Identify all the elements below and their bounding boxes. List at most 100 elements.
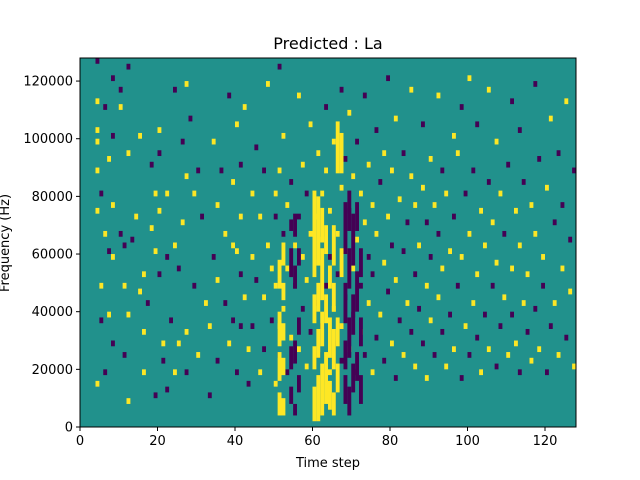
heatmap-cell-low — [421, 340, 425, 347]
heatmap-cell-high — [525, 271, 530, 278]
heatmap-cell-low — [300, 305, 305, 312]
heatmap-cell-low — [254, 277, 259, 283]
heatmap-cell-high — [304, 363, 309, 370]
heatmap-cell-low — [405, 219, 410, 226]
heatmap-cell-low — [475, 334, 480, 341]
heatmap-cell-high — [386, 213, 390, 220]
heatmap-cell-high — [378, 311, 383, 318]
heatmap-cell-high — [285, 265, 290, 272]
heatmap-cell-low — [498, 323, 503, 329]
heatmap-cell-high — [568, 288, 573, 295]
heatmap-cell-high — [281, 398, 286, 416]
heatmap-cell-high — [432, 202, 437, 208]
heatmap-cell-high — [180, 219, 185, 226]
heatmap-cell-high — [107, 156, 111, 162]
heatmap-cell-high — [351, 173, 356, 180]
heatmap-cell-high — [471, 300, 476, 306]
heatmap-cell-high — [126, 150, 131, 157]
heatmap-cell-high — [335, 230, 340, 237]
heatmap-cell-high — [428, 156, 433, 162]
heatmap-cell-high — [277, 352, 282, 381]
heatmap-cell-high — [111, 254, 115, 260]
heatmap-cell-low — [289, 219, 294, 231]
heatmap-cell-high — [165, 190, 170, 197]
heatmap-cell-high — [351, 265, 356, 272]
plot-frame — [79, 57, 577, 428]
heatmap-cell-high — [331, 225, 336, 266]
heatmap-cell-high — [142, 328, 146, 335]
heatmap-cell-high — [424, 282, 429, 289]
heatmap-cell-high — [316, 196, 321, 266]
heatmap-cell-high — [118, 104, 123, 110]
heatmap-cell-high — [335, 317, 340, 347]
heatmap-cell-high — [328, 317, 332, 358]
heatmap-cell-high — [316, 328, 321, 358]
heatmap-cell-high — [556, 352, 561, 358]
heatmap-cell-high — [424, 375, 429, 381]
heatmap-cell-low — [455, 282, 460, 289]
heatmap-cell-low — [238, 161, 243, 168]
heatmap-cell-high — [382, 259, 387, 266]
heatmap-cell-low — [401, 150, 406, 157]
heatmap-cell-high — [297, 346, 301, 353]
heatmap-cell-low — [339, 86, 344, 93]
heatmap-cell-high — [95, 380, 100, 387]
heatmap-cell-low — [111, 340, 115, 347]
heatmap-cell-low — [297, 317, 301, 335]
heatmap-cell-high — [293, 242, 297, 249]
heatmap-cell-high — [95, 98, 100, 105]
heatmap-cell-high — [173, 242, 177, 249]
heatmap-cell-high — [328, 265, 332, 289]
heatmap-cell-high — [204, 300, 208, 306]
heatmap-cell-high — [463, 323, 468, 329]
heatmap-cell-low — [413, 271, 418, 278]
heatmap-cell-low — [173, 86, 177, 93]
heatmap-cell-low — [250, 323, 255, 329]
heatmap-cell-low — [359, 248, 363, 278]
heatmap-cell-low — [428, 254, 433, 260]
heatmap-cell-high — [281, 357, 286, 376]
heatmap-cell-high — [510, 265, 514, 272]
heatmap-cell-high — [320, 363, 325, 416]
heatmap-cell-high — [231, 242, 235, 249]
heatmap-cell-low — [386, 288, 390, 295]
heatmap-cell-low — [103, 104, 108, 110]
heatmap-cell-low — [122, 352, 127, 358]
heatmap-cell-high — [107, 311, 111, 318]
x-tick-label: 40 — [227, 434, 244, 449]
heatmap-cell-high — [215, 277, 220, 283]
heatmap-cell-low — [122, 242, 127, 249]
heatmap-cell-high — [366, 161, 371, 168]
heatmap-cell-low — [351, 363, 356, 393]
heatmap-cell-high — [242, 294, 247, 301]
heatmap-cell-high — [176, 340, 181, 347]
heatmap-cell-high — [95, 138, 100, 145]
heatmap-cell-high — [215, 202, 220, 208]
heatmap-cell-low — [285, 369, 290, 376]
heatmap-cell-low — [475, 121, 480, 128]
heatmap-cell-high — [494, 259, 499, 266]
heatmap-cell-high — [103, 230, 108, 237]
heatmap-cell-high — [235, 121, 239, 128]
heatmap-cell-high — [479, 207, 483, 214]
heatmap-cell-low — [165, 386, 170, 393]
heatmap-cell-low — [359, 375, 363, 404]
heatmap-cell-high — [537, 346, 542, 353]
y-tick-label: 20000 — [32, 363, 73, 378]
heatmap-cell-high — [277, 167, 282, 174]
heatmap-cell-low — [525, 328, 530, 335]
y-tick-label: 80000 — [32, 190, 73, 205]
heatmap-cell-high — [335, 363, 340, 393]
heatmap-cell-high — [409, 86, 414, 93]
heatmap-cell-low — [277, 63, 282, 70]
heatmap-cell-high — [324, 352, 328, 404]
heatmap-cell-high — [405, 300, 410, 306]
heatmap-cell-high — [142, 369, 146, 376]
y-axis: 0 20000 40000 60000 80000 100000 120000 — [23, 75, 80, 436]
heatmap-cell-high — [207, 323, 212, 329]
heatmap-cell-high — [417, 242, 421, 249]
heatmap-cell-low — [506, 161, 511, 168]
heatmap-cell-high — [564, 98, 569, 105]
heatmap-cell-high — [184, 81, 189, 87]
heatmap-cell-low — [157, 271, 162, 278]
